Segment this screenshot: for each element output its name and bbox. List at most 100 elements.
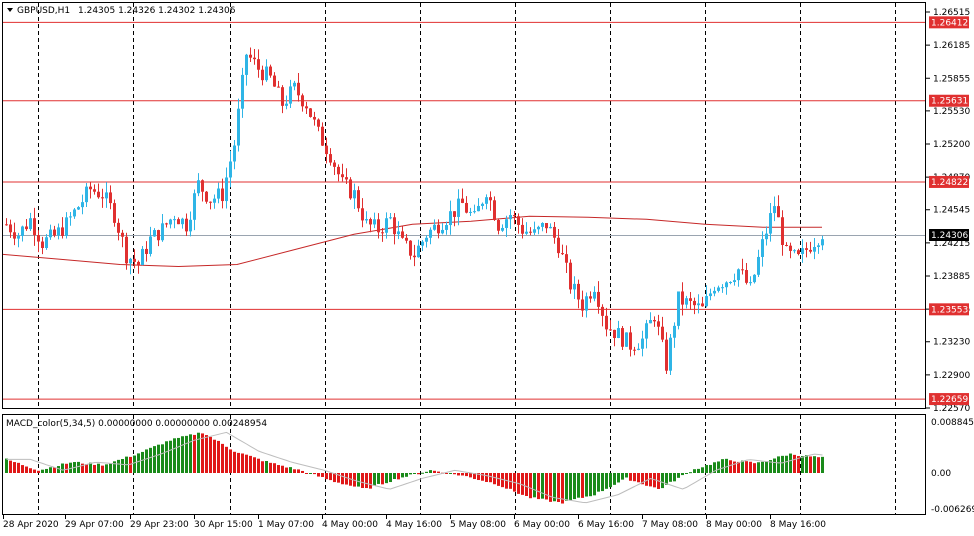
- macd-bar: [269, 462, 272, 473]
- candle-body: [817, 245, 820, 247]
- price-tick-label: 1.25530: [933, 107, 970, 117]
- macd-bar: [145, 449, 148, 473]
- macd-bar: [641, 473, 644, 485]
- candle-body: [553, 226, 556, 238]
- candle-body: [509, 214, 512, 220]
- candle-body: [201, 180, 204, 192]
- candle-body: [573, 283, 576, 290]
- macd-bar: [257, 458, 260, 473]
- macd-bar: [561, 473, 564, 504]
- macd-bar: [313, 473, 316, 475]
- macd-bar: [701, 467, 704, 473]
- macd-bar: [569, 473, 572, 501]
- macd-bar: [149, 447, 152, 473]
- candle-body: [673, 325, 676, 338]
- candle-body: [733, 280, 736, 283]
- candle-body: [473, 211, 476, 213]
- candle-body: [317, 119, 320, 127]
- candle-body: [301, 95, 304, 107]
- candle-body: [181, 218, 184, 225]
- macd-bar: [221, 443, 224, 473]
- chart-menu-triangle-icon[interactable]: [7, 8, 13, 12]
- candle-body: [269, 66, 272, 76]
- candle-body: [245, 54, 248, 75]
- candle-body: [193, 193, 196, 220]
- macd-bar: [753, 463, 756, 473]
- candle-body: [341, 174, 344, 178]
- macd-bar: [197, 432, 200, 473]
- candle-body: [745, 270, 748, 283]
- time-label: 4 May 00:00: [322, 520, 378, 530]
- candle-body: [777, 206, 780, 218]
- macd-bar: [189, 434, 192, 473]
- macd-bar: [169, 440, 172, 473]
- level-label: 1.22659: [931, 395, 968, 405]
- candle-body: [357, 190, 360, 209]
- candle-body: [797, 250, 800, 255]
- macd-bar: [481, 473, 484, 481]
- candle-body: [325, 145, 328, 155]
- macd-bar: [297, 469, 300, 473]
- candle-body: [25, 226, 28, 230]
- candle-body: [205, 191, 208, 202]
- candle-body: [373, 219, 376, 225]
- macd-bar: [537, 473, 540, 500]
- macd-bar: [689, 472, 692, 474]
- candle-body: [249, 54, 252, 58]
- candle-body: [585, 296, 588, 311]
- macd-bar: [713, 462, 716, 473]
- level-label-box: [929, 175, 969, 188]
- candle-body: [173, 219, 176, 221]
- horizontal-levels[interactable]: [3, 21, 925, 400]
- candle-body: [657, 321, 660, 327]
- macd-bar: [457, 473, 460, 476]
- time-label: 1 May 07:00: [258, 520, 314, 530]
- candle-body: [33, 218, 36, 236]
- macd-bar: [469, 473, 472, 478]
- macd-bar: [397, 473, 400, 480]
- macd-bar: [41, 469, 44, 473]
- candle-body: [729, 282, 732, 284]
- candle-body: [713, 290, 716, 294]
- macd-bar: [93, 464, 96, 473]
- candle-body: [633, 349, 636, 351]
- candle-body: [265, 66, 268, 81]
- macd-bar: [305, 473, 308, 474]
- macd-bar: [261, 461, 264, 473]
- candle-body: [577, 283, 580, 300]
- candle-body: [133, 258, 136, 262]
- macd-bar: [157, 444, 160, 473]
- macd-bar: [45, 468, 48, 473]
- candle-body: [449, 211, 452, 226]
- candle-body: [805, 248, 808, 250]
- candle-body: [141, 248, 144, 266]
- macd-bar: [617, 473, 620, 483]
- macd-bar: [357, 473, 360, 487]
- macd-bar: [729, 460, 732, 473]
- price-tick-label: 1.25855: [933, 74, 970, 84]
- candle-body: [309, 108, 312, 117]
- candle-body: [413, 255, 416, 258]
- candle-body: [617, 328, 620, 338]
- candle-body: [665, 339, 668, 371]
- candle-body: [405, 237, 408, 241]
- candle-body: [705, 296, 708, 307]
- macd-bar: [557, 473, 560, 502]
- candle-body: [345, 177, 348, 180]
- candle-body: [129, 258, 132, 264]
- macd-bar: [373, 473, 376, 486]
- macd-bar: [737, 461, 740, 473]
- macd-bar: [581, 473, 584, 498]
- candle-body: [289, 86, 292, 104]
- macd-bar: [177, 437, 180, 473]
- price-tick-label: 1.24545: [933, 206, 970, 216]
- macd-bar: [241, 453, 244, 473]
- candle-body: [89, 186, 92, 190]
- macd-bar: [281, 465, 284, 473]
- candle-body: [365, 219, 368, 221]
- candle-body: [109, 192, 112, 204]
- macd-bar: [245, 454, 248, 473]
- macd-bar: [217, 440, 220, 473]
- candle-body: [297, 82, 300, 96]
